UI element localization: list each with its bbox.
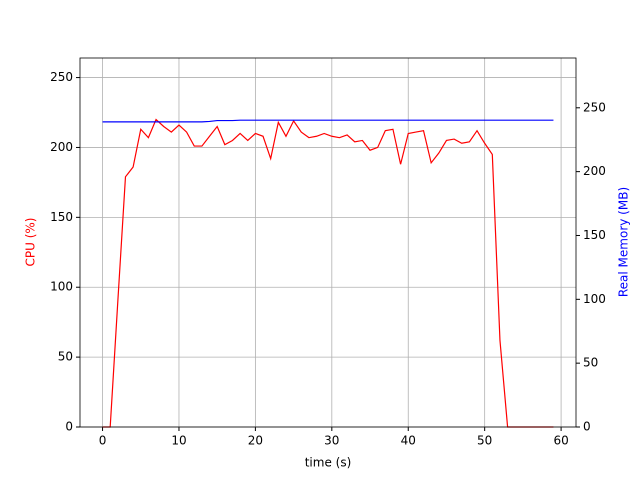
y-tick-label: 200 xyxy=(50,140,73,154)
plot-frame xyxy=(79,57,577,428)
y-axis-label: CPU (%) xyxy=(24,218,38,267)
x-tick-label: 20 xyxy=(248,434,263,448)
x-tick-label: 10 xyxy=(171,434,186,448)
y2-axis-label: Real Memory (MB) xyxy=(617,187,631,297)
x-tick-label: 60 xyxy=(553,434,568,448)
x-tick-label: 50 xyxy=(477,434,492,448)
x-tick-label: 40 xyxy=(401,434,416,448)
x-axis-label: time (s) xyxy=(305,456,352,470)
y2-tick-label: 150 xyxy=(583,228,606,242)
y-tick-label: 250 xyxy=(50,70,73,84)
y-tick-label: 150 xyxy=(50,210,73,224)
y2-tick-label: 100 xyxy=(583,292,606,306)
x-tick-label: 0 xyxy=(99,434,107,448)
y-tick-label: 100 xyxy=(50,280,73,294)
y-tick-label: 0 xyxy=(65,420,73,434)
y-tick-label: 50 xyxy=(58,350,73,364)
y2-tick-label: 50 xyxy=(583,356,598,370)
y2-tick-label: 250 xyxy=(583,100,606,114)
y2-tick-label: 0 xyxy=(583,420,591,434)
data-line xyxy=(102,119,554,123)
x-tick-label: 30 xyxy=(324,434,339,448)
data-line xyxy=(102,118,554,428)
y2-tick-label: 200 xyxy=(583,164,606,178)
